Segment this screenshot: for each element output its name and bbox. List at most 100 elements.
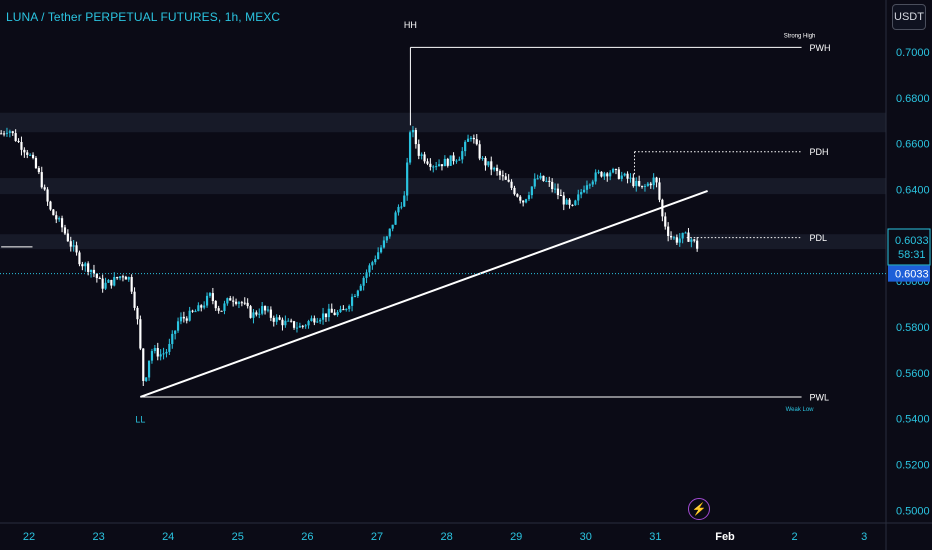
candle-body [533, 178, 536, 187]
candle-body [272, 317, 275, 322]
candle-body [182, 316, 185, 319]
candle-body [446, 158, 449, 166]
candle-body [571, 204, 574, 206]
candle-body [327, 308, 330, 318]
candle-body [493, 167, 496, 170]
price-tick-label: 0.6600 [896, 139, 930, 151]
candle-body [69, 241, 72, 247]
candle-body [60, 218, 64, 228]
candle-body [246, 302, 249, 307]
candle-body [220, 310, 223, 312]
candle-body [646, 183, 649, 186]
level-label-pdl: PDL [810, 233, 828, 243]
candle-body [284, 320, 287, 326]
candle-body [11, 131, 14, 134]
candle-body [89, 269, 93, 272]
candle-body [611, 169, 615, 173]
candle-body [664, 216, 667, 227]
candle-body [101, 278, 104, 289]
candle-body [110, 279, 113, 286]
currency-button[interactable]: USDT [892, 4, 926, 30]
candle-body [362, 277, 365, 286]
candle-body [214, 300, 217, 309]
candle-body [640, 185, 644, 187]
candle-body [316, 321, 319, 323]
price-zone [0, 178, 886, 195]
candle-body [133, 291, 136, 308]
candle-body [278, 317, 281, 320]
candle-body [423, 154, 426, 162]
candle-body [559, 195, 562, 197]
candle-body [371, 262, 374, 266]
candle-body [469, 137, 473, 139]
trendline[interactable] [140, 189, 708, 398]
countdown-label: 58:31 [898, 249, 926, 261]
candle-body [159, 354, 162, 357]
candle-body [411, 130, 415, 133]
chart-title: LUNA / Tether PERPETUAL FUTURES, 1h, MEX… [6, 10, 281, 24]
candle-body [333, 312, 336, 316]
candle-body [217, 308, 220, 311]
candle-body [29, 154, 32, 156]
price-tick-label: 0.7000 [896, 47, 930, 59]
candle-body [603, 173, 606, 177]
candle-body [8, 131, 11, 133]
candle-body [116, 277, 119, 279]
candle-body [678, 238, 681, 243]
candle-body [165, 351, 168, 354]
candle-body [92, 269, 96, 274]
candle-body [269, 309, 272, 318]
candle-body [478, 144, 481, 159]
candle-body [690, 239, 693, 242]
candle-body [632, 177, 635, 187]
candle-body [179, 316, 183, 322]
candle-body [539, 175, 542, 179]
candle-body [545, 180, 548, 182]
candle-body [388, 228, 391, 237]
candle-body [687, 232, 690, 242]
candle-body [200, 305, 203, 308]
candle-body [527, 195, 531, 200]
time-tick-label: 27 [371, 531, 383, 543]
candle-body [391, 224, 394, 229]
price-zone [0, 112, 886, 133]
candle-body [26, 152, 29, 155]
lightning-icon[interactable]: ⚡ [688, 498, 710, 520]
candle-body [655, 177, 658, 183]
candle-body [49, 201, 52, 210]
candle-body [290, 320, 293, 322]
candle-body [582, 189, 586, 193]
candle-body [197, 305, 200, 312]
candle-body [240, 302, 243, 304]
candle-body [350, 296, 354, 306]
candle-body [432, 166, 435, 168]
candle-body [359, 285, 362, 291]
candle-body [507, 179, 510, 182]
candle-body [672, 237, 676, 239]
candle-body [37, 168, 40, 173]
price-zone [0, 234, 886, 250]
candle-body [66, 233, 69, 242]
candle-body [208, 293, 212, 296]
candle-body [408, 132, 412, 163]
candle-body [275, 317, 278, 322]
candle-body [118, 276, 122, 279]
time-tick-label: 2 [792, 531, 798, 543]
candle-body [243, 302, 246, 304]
strong-high-note: Strong High [784, 33, 816, 39]
candle-body [292, 321, 296, 328]
candle-body [330, 308, 333, 313]
candle-body [78, 252, 81, 265]
candle-body [484, 157, 487, 166]
candle-body [542, 175, 545, 182]
candle-body [577, 194, 580, 201]
candle-body [368, 265, 371, 273]
candle-body [156, 348, 159, 357]
candle-body [385, 236, 388, 241]
candle-body [52, 209, 55, 216]
candle-body [406, 162, 409, 196]
candle-body [121, 276, 125, 278]
candle-body [223, 303, 226, 312]
candle-body [551, 181, 554, 190]
